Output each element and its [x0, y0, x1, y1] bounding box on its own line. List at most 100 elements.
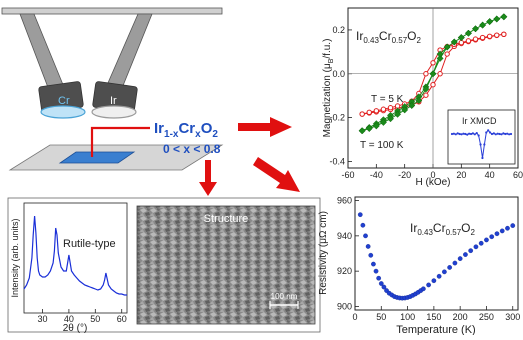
data-point: [430, 82, 436, 88]
sputtering-schematic: Cr Ir: [1, 7, 224, 171]
data-point: [465, 38, 472, 44]
resistivity-y-label: Resistivity (μΩ cm): [318, 211, 329, 295]
data-point: [464, 29, 472, 37]
composition-label: Ir1-xCrxO2 0 < x < 0.8: [154, 120, 221, 156]
data-point: [394, 110, 402, 118]
data-point: [486, 18, 494, 26]
x-tick-label: 0: [352, 312, 357, 322]
data-point: [500, 13, 508, 21]
data-point: [487, 129, 490, 132]
magnetization-chart: -0.4 -0.2 0.0 0.2 -60 -40 -20 0 20 40 60 Ir0.43Cr…: [322, 7, 523, 188]
xrd-series: [23, 215, 127, 296]
data-point: [456, 132, 459, 135]
data-point: [494, 133, 497, 136]
data-point: [494, 32, 500, 38]
data-point: [380, 106, 387, 112]
data-point: [494, 231, 500, 237]
data-point: [365, 244, 371, 249]
data-point: [506, 132, 509, 135]
xrd-x-ticks: 30 40 50 60: [37, 309, 127, 324]
x-tick-label: -60: [341, 170, 354, 180]
data-point: [510, 223, 516, 228]
sample-film: [58, 151, 136, 164]
data-point: [378, 281, 384, 286]
data-point: [479, 21, 487, 29]
xmcd-series: [450, 129, 513, 160]
data-point: [498, 132, 501, 136]
x-tick-label: 30: [37, 314, 47, 324]
y-tick-label: -0.4: [329, 156, 345, 166]
data-point: [372, 122, 380, 130]
data-point: [430, 60, 436, 66]
data-point: [454, 133, 457, 136]
data-point: [490, 132, 494, 136]
data-point: [387, 115, 394, 123]
data-point: [468, 248, 474, 254]
y-tick-label: 920: [337, 266, 352, 276]
resistivity-plot-frame: [354, 196, 519, 311]
x-tick-label: 250: [479, 312, 494, 322]
data-point: [457, 256, 463, 261]
data-point: [447, 265, 452, 270]
data-point: [469, 132, 473, 136]
data-point: [359, 111, 365, 117]
data-point: [500, 133, 503, 136]
film-to-formula-connector: [90, 126, 150, 157]
data-point: [426, 282, 431, 288]
data-point: [473, 244, 479, 250]
y-tick-label: 940: [337, 231, 352, 241]
xrd-line: [23, 215, 127, 296]
data-point: [479, 34, 486, 41]
data-point: [366, 109, 372, 116]
data-point: [472, 36, 479, 42]
xmcd-inset-frame: [447, 109, 516, 165]
magnetization-x-label: H (kOe): [416, 177, 451, 188]
data-point: [421, 286, 426, 292]
magnetization-y-label: Magnetization (μB/f.u.): [322, 39, 335, 138]
data-point: [363, 233, 368, 239]
data-point: [444, 51, 450, 57]
data-point: [357, 212, 363, 218]
data-point: [371, 261, 376, 267]
data-point: [408, 102, 416, 110]
sem-image: Structure 100 nm: [136, 205, 316, 325]
data-point: [387, 105, 394, 111]
xrd-y-label: Intensity (arb. units): [10, 218, 20, 297]
x-tick-label: 300: [505, 312, 520, 322]
y-tick-label: -0.2: [329, 113, 345, 123]
resistivity-series: [357, 212, 516, 301]
data-point: [423, 71, 429, 77]
data-point: [452, 132, 456, 135]
formula: Ir1-xCrxO2: [154, 120, 218, 140]
y-tick-label: 960: [337, 196, 352, 206]
data-point: [423, 92, 429, 98]
x-tick-label: 100: [400, 312, 415, 322]
data-point: [450, 38, 458, 46]
data-point: [450, 132, 454, 136]
data-point: [481, 156, 484, 160]
data-point: [462, 132, 465, 135]
data-point: [489, 234, 495, 240]
data-point: [466, 133, 469, 136]
data-point: [485, 131, 488, 134]
resistivity-x-label: Temperature (K): [396, 324, 475, 335]
cr-label: Cr: [58, 95, 70, 107]
x-tick-label: 40: [64, 314, 74, 324]
y-tick-label: 0.2: [332, 25, 345, 35]
data-point: [509, 132, 513, 136]
arrow-to-magnetization: [238, 117, 292, 137]
data-point: [458, 132, 461, 136]
data-point: [493, 15, 501, 23]
label-5k: T = 5 K: [371, 94, 404, 105]
ir-target: [91, 105, 137, 119]
cr-sputter-gun: Cr: [38, 81, 86, 119]
data-point: [468, 132, 471, 135]
data-point: [502, 132, 505, 135]
scale-bar-label: 100 nm: [271, 292, 298, 301]
data-point: [499, 228, 505, 234]
data-point: [429, 70, 437, 78]
data-point: [358, 127, 366, 135]
data-point: [505, 225, 510, 231]
